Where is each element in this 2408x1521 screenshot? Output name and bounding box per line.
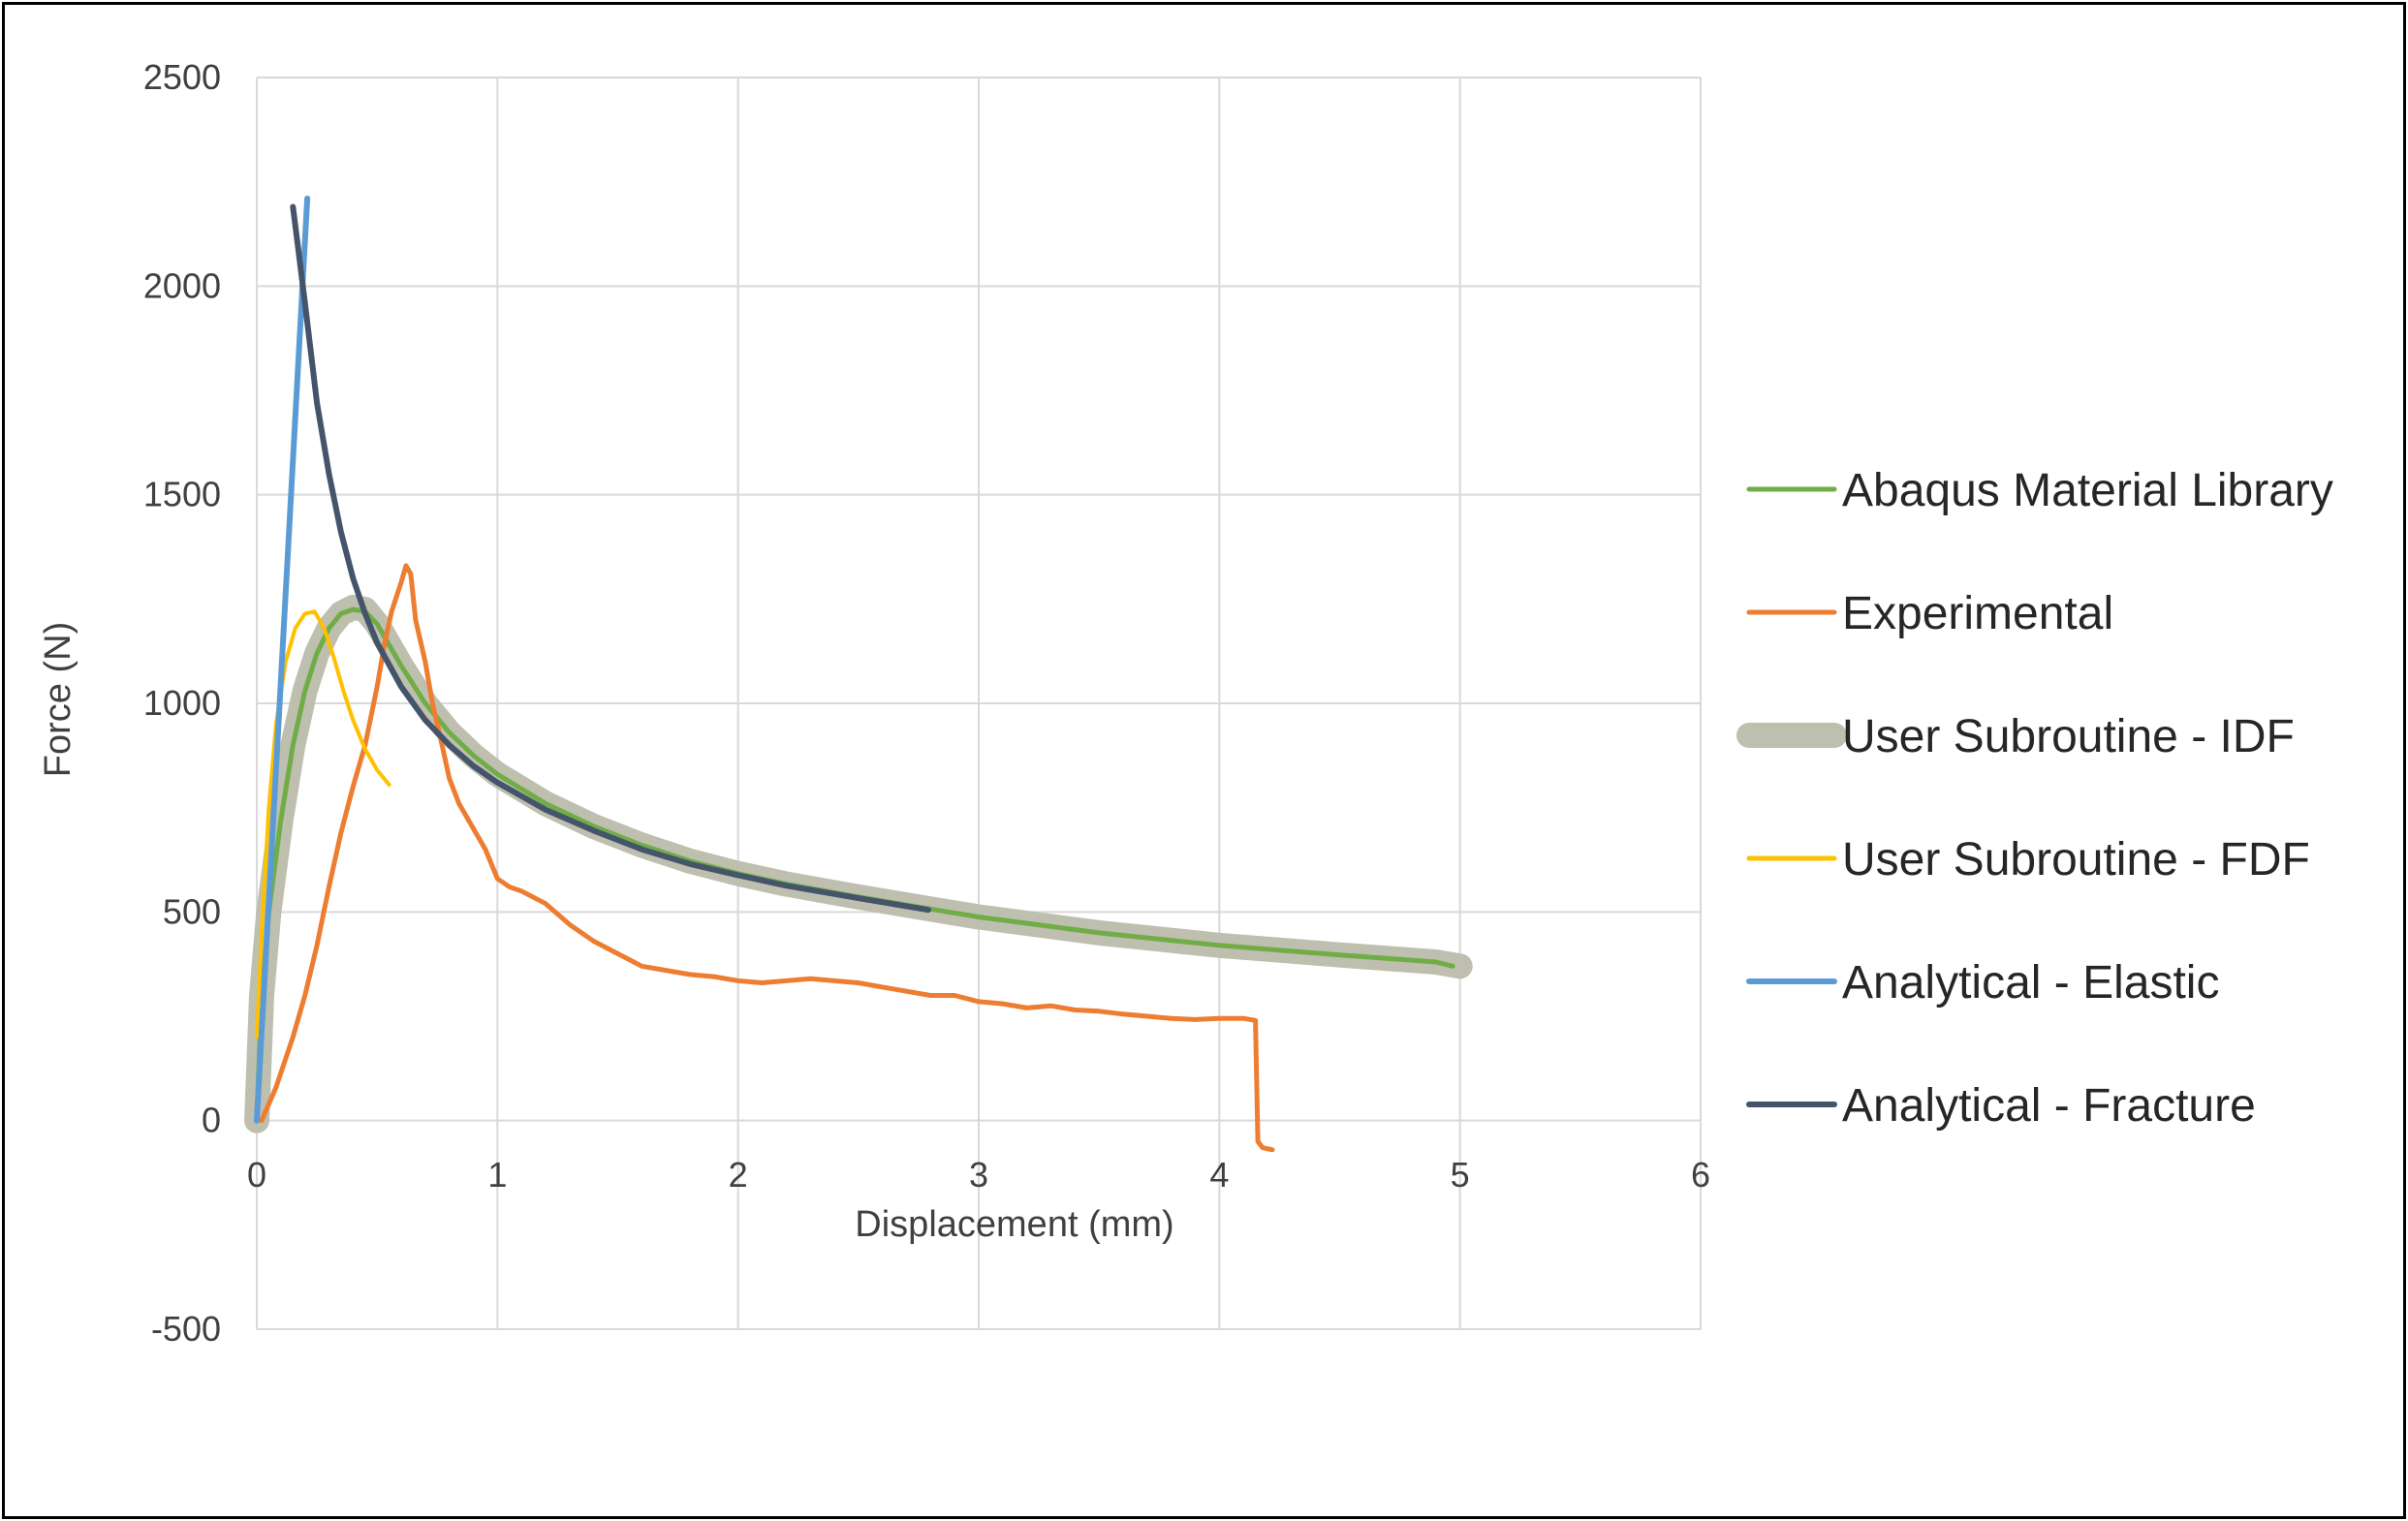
series-line-experimental — [259, 563, 1275, 1153]
x-tick-label: 2 — [729, 1155, 748, 1195]
y-tick-label: 0 — [202, 1101, 221, 1140]
x-tick-label: 6 — [1691, 1155, 1710, 1195]
series-line-user-subroutine-fdf — [255, 609, 391, 1040]
legend-item-abaqus-material-library: Abaqus Material Library — [1746, 465, 2333, 516]
legend-item-user-subroutine-idf: User Subroutine - IDF — [1736, 711, 2295, 762]
legend-item-analytical-elastic: Analytical - Elastic — [1746, 957, 2219, 1009]
x-tick-label: 1 — [487, 1155, 507, 1195]
legend-label: User Subroutine - IDF — [1842, 711, 2295, 762]
y-tick-label: -500 — [151, 1309, 221, 1349]
legend-label: Analytical - Fracture — [1842, 1080, 2256, 1132]
y-tick-label: 1500 — [143, 475, 221, 514]
legend-item-analytical-fracture: Analytical - Fracture — [1746, 1080, 2256, 1132]
x-axis-title: Displacement (mm) — [855, 1204, 1173, 1245]
x-axis-tick-labels: 0 1 2 3 4 5 6 — [247, 1155, 1710, 1195]
y-tick-label: 1000 — [143, 683, 221, 723]
legend: Abaqus Material Library Experimental User … — [1736, 465, 2333, 1132]
legend-item-user-subroutine-fdf: User Subroutine - FDF — [1746, 834, 2310, 885]
y-tick-label: 2500 — [143, 57, 221, 97]
series-line-analytical-elastic — [254, 195, 311, 1124]
y-tick-label: 500 — [163, 891, 221, 931]
x-tick-label: 4 — [1209, 1155, 1229, 1195]
series-line-user-subroutine-idf — [244, 594, 1473, 1133]
y-axis-tick-labels: -500 0 500 1000 1500 2000 2500 — [143, 57, 221, 1349]
legend-label: User Subroutine - FDF — [1842, 834, 2310, 885]
y-axis-title: Force (N) — [38, 622, 78, 777]
legend-label: Abaqus Material Library — [1842, 465, 2333, 516]
x-tick-label: 5 — [1451, 1155, 1470, 1195]
grid-lines — [256, 77, 1702, 1330]
series-line-abaqus-material-library — [254, 606, 1455, 1124]
legend-item-experimental: Experimental — [1746, 588, 2113, 639]
y-tick-label: 2000 — [143, 265, 221, 305]
x-tick-label: 0 — [247, 1155, 266, 1195]
legend-label: Experimental — [1842, 588, 2113, 639]
legend-label: Analytical - Elastic — [1842, 957, 2219, 1009]
series-line-analytical-fracture — [290, 203, 931, 914]
x-tick-label: 3 — [969, 1155, 988, 1195]
series-lines — [244, 195, 1473, 1153]
